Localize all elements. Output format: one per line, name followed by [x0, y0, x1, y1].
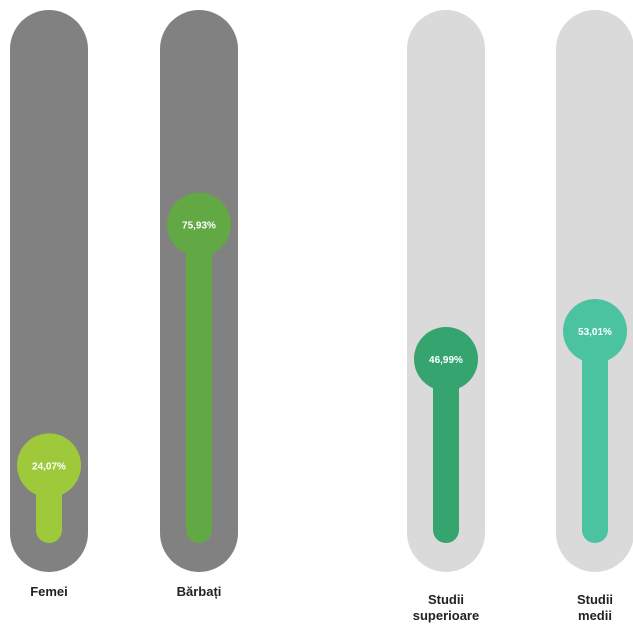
value-label: 53,01% [578, 327, 612, 338]
value-label: 24,07% [32, 461, 66, 472]
bar-track [10, 10, 88, 572]
category-label-line-2: medii [578, 608, 612, 623]
value-label: 75,93% [182, 221, 216, 232]
category-label-text: Bărbați [176, 584, 222, 599]
value-bubble [563, 299, 627, 364]
bar-track [407, 10, 485, 572]
bar-barbati: 75,93% [160, 10, 238, 572]
value-bubble [17, 433, 81, 498]
category-label-line-1: Studii [576, 592, 614, 607]
value-bubble [414, 326, 478, 391]
category-label-studii-medii: Studii medii [535, 592, 633, 624]
category-label-line-2: superioare [412, 608, 480, 623]
category-label-femei: Femei [0, 584, 109, 600]
bar-fill [433, 358, 459, 543]
value-bubble [167, 192, 231, 257]
category-label-barbati: Bărbați [139, 584, 259, 600]
category-label-studii-superioare: Studii superioare [386, 592, 506, 624]
bar-studii-medii: 53,01% [556, 10, 633, 572]
category-label-text: Femei [30, 584, 68, 599]
bar-fill [186, 224, 212, 543]
bar-studii-superioare: 46,99% [407, 10, 485, 572]
bar-femei: 24,07% [10, 10, 88, 572]
value-label: 46,99% [429, 355, 463, 366]
category-label-line-1: Studii [427, 592, 465, 607]
bar-track [556, 10, 633, 572]
bar-fill [582, 331, 608, 543]
